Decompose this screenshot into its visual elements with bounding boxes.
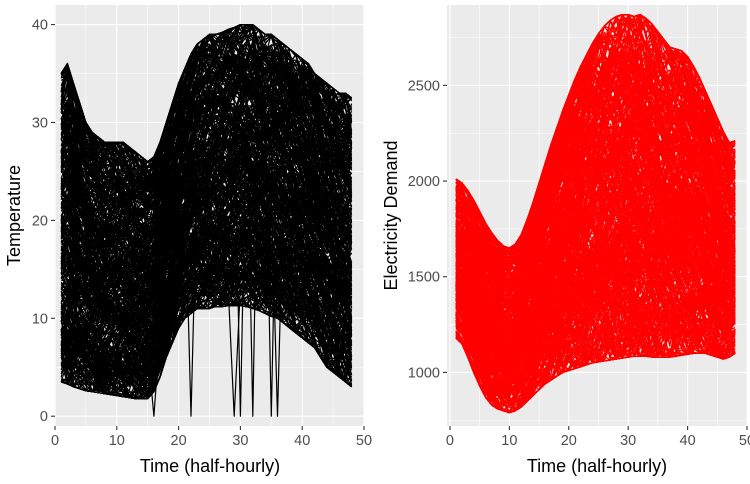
electricity-series-line — [455, 158, 736, 347]
temperature-envelope-min-line — [61, 305, 352, 400]
electricity-series-line — [455, 310, 736, 410]
electricity-x-tick-label: 50 — [739, 433, 750, 449]
temperature-y-tick-label: 30 — [32, 115, 48, 131]
electricity-series-line — [455, 249, 736, 364]
temperature-series-line — [60, 100, 353, 277]
electricity-y-tick-label: 1500 — [408, 270, 440, 286]
temperature-series-line — [60, 108, 353, 230]
temperature-x-axis-title: Time (half-hourly) — [140, 456, 280, 476]
temperature-x-tick-label: 0 — [51, 433, 59, 449]
electricity-y-tick-label: 1000 — [408, 365, 440, 381]
temperature-series-line — [60, 36, 352, 178]
temperature-series-line — [60, 172, 353, 331]
electricity-series-line — [455, 317, 736, 414]
temperature-x-tick-label: 30 — [232, 433, 248, 449]
temperature-series-line — [60, 175, 352, 329]
temperature-series-line — [60, 87, 352, 271]
temperature-series-line — [60, 71, 353, 254]
electricity-series-line — [455, 22, 736, 265]
electricity-y-tick-label: 2000 — [408, 174, 440, 190]
electricity-series-line — [455, 109, 736, 340]
electricity-x-tick-label: 10 — [501, 433, 517, 449]
electricity-series-line — [455, 52, 736, 304]
electricity-series-line — [455, 40, 736, 276]
temperature-envelope-max-line — [60, 24, 352, 163]
electricity-x-tick-label: 20 — [561, 433, 577, 449]
electricity-series-line — [455, 110, 736, 293]
temperature-series-line — [60, 140, 353, 302]
temperature-series-line — [60, 24, 352, 163]
temperature-series-line — [61, 149, 353, 271]
electricity-series-line — [455, 279, 736, 407]
temperature-series-line — [60, 218, 353, 363]
temperature-y-axis-title: Temperature — [4, 165, 24, 266]
electricity-series-line — [455, 94, 736, 306]
electricity-series-line — [455, 136, 736, 329]
temperature-x-tick-label: 50 — [356, 433, 372, 449]
electricity-x-tick-label: 0 — [446, 433, 454, 449]
electricity-series-lines — [455, 13, 736, 414]
temperature-y-tick-label: 10 — [32, 311, 48, 327]
electricity-series-line — [455, 265, 736, 391]
temperature-series-line — [60, 220, 353, 369]
electricity-series-line — [455, 197, 736, 373]
temperature-series-line — [61, 125, 353, 306]
electricity-x-tick-label: 40 — [680, 433, 696, 449]
electricity-series-line — [455, 34, 736, 267]
electricity-series-line — [455, 106, 736, 304]
temperature-x-tick-label: 20 — [171, 433, 187, 449]
electricity-series-line — [455, 237, 736, 362]
temperature-series-line — [60, 249, 352, 395]
electricity-series-line — [455, 87, 736, 287]
temperature-y-tick-label: 40 — [32, 18, 48, 34]
electricity-x-axis-title: Time (half-hourly) — [527, 456, 667, 476]
electricity-envelope-max-line — [455, 13, 736, 249]
temperature-series-line — [60, 181, 353, 324]
temperature-y-tick-label: 0 — [40, 409, 48, 425]
electricity-series-line — [455, 191, 736, 351]
temperature-x-tick-label: 10 — [109, 433, 125, 449]
temperature-y-tick-label: 20 — [32, 213, 48, 229]
electricity-axes: 0 10 20 30 40 50 1000 1500 2000 2500 — [408, 78, 750, 449]
electricity-demand-panel: 0 10 20 30 40 50 1000 1500 2000 2500 Time (half-h… — [381, 5, 750, 476]
temperature-axes: 0 10 20 30 40 50 0 10 20 30 40 — [32, 18, 372, 449]
temperature-series-line — [60, 207, 353, 369]
electricity-series-line — [455, 57, 736, 299]
temperature-series-line — [60, 169, 353, 293]
electricity-series-line — [455, 27, 736, 262]
electricity-envelope-min-line — [455, 337, 736, 414]
electricity-series-line — [455, 59, 736, 296]
temperature-x-tick-label: 40 — [294, 433, 310, 449]
temperature-series-line — [60, 125, 353, 233]
temperature-series-line — [60, 40, 353, 208]
temperature-series-line — [60, 196, 353, 335]
electricity-series-line — [455, 119, 736, 336]
temperature-series-line — [60, 229, 353, 384]
temperature-series-line — [60, 47, 352, 201]
electricity-y-axis-title: Electricity Demand — [381, 140, 401, 290]
temperature-series-line — [61, 114, 353, 244]
electricity-y-tick-label: 2500 — [408, 78, 440, 94]
electricity-series-line — [455, 126, 736, 293]
temperature-series-line — [60, 73, 353, 208]
temperature-series-line — [60, 86, 352, 222]
electricity-series-line — [455, 247, 736, 380]
temperature-series-line — [60, 63, 353, 257]
electricity-x-tick-label: 30 — [620, 433, 636, 449]
electricity-series-line — [455, 266, 736, 375]
temperature-series-line — [60, 147, 353, 291]
temperature-series-lines — [60, 24, 353, 417]
electricity-series-line — [455, 137, 736, 340]
electricity-series-line — [455, 36, 736, 282]
temperature-series-line — [60, 232, 353, 355]
electricity-series-line — [455, 62, 736, 321]
electricity-series-line — [455, 51, 736, 299]
electricity-series-line — [455, 15, 736, 271]
temperature-series-line — [60, 24, 352, 182]
temperature-series-line — [60, 135, 353, 275]
